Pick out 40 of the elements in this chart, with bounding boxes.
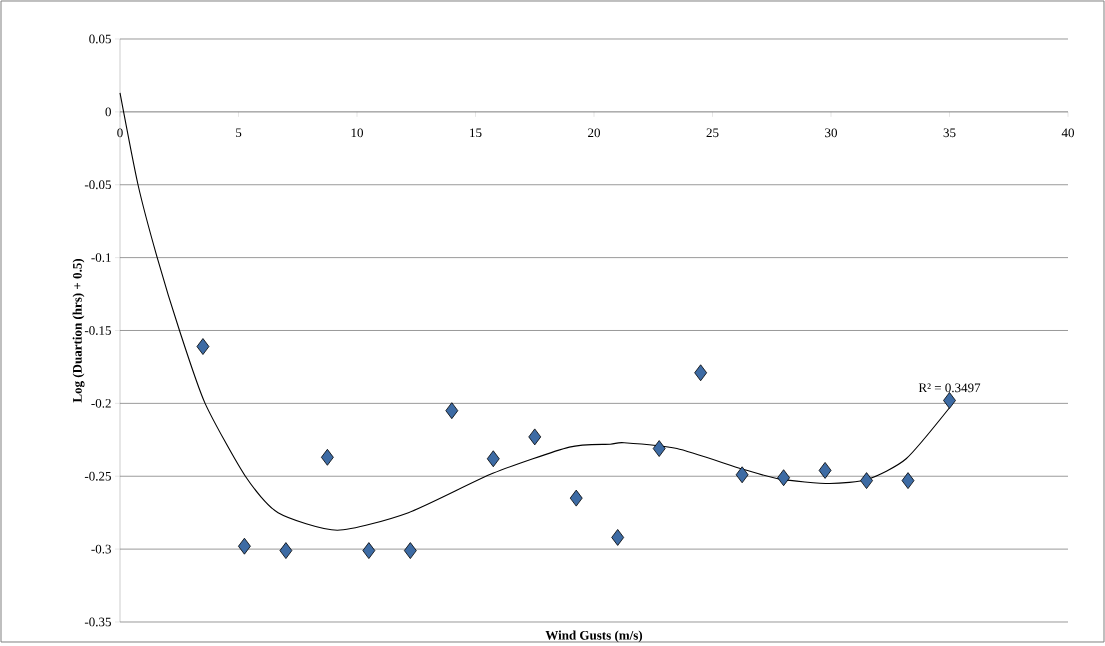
- point: [652, 440, 666, 458]
- x-tick-label: 5: [236, 128, 242, 138]
- x-tick-label: 25: [706, 128, 719, 138]
- y-tick-label: 0: [105, 107, 111, 117]
- x-tick-label: 40: [1061, 128, 1074, 138]
- point: [196, 338, 210, 356]
- point: [943, 392, 956, 410]
- y-tick-label: -0.1: [91, 253, 111, 263]
- x-tick-label: 0: [117, 128, 123, 138]
- point: [362, 542, 376, 560]
- point: [818, 462, 832, 480]
- point: [528, 428, 542, 446]
- point: [735, 466, 749, 484]
- point: [694, 364, 708, 382]
- point: [486, 450, 500, 468]
- y-tick-label: -0.35: [84, 617, 111, 627]
- point: [611, 529, 625, 547]
- x-tick-label: 15: [470, 128, 482, 138]
- point: [901, 472, 915, 490]
- annotation: R² = 0.3497: [918, 383, 981, 393]
- point: [569, 489, 583, 507]
- x-tick-label: 30: [825, 128, 837, 138]
- point: [777, 469, 790, 487]
- point: [403, 542, 417, 560]
- y-tick-label: -0.2: [91, 399, 111, 408]
- y-tick-label: -0.05: [84, 180, 111, 190]
- point: [238, 537, 251, 555]
- point: [320, 449, 334, 466]
- point: [445, 402, 459, 420]
- y-tick-label: 0.05: [89, 34, 111, 44]
- point: [279, 542, 293, 560]
- y-tick-label: -0.25: [84, 472, 111, 481]
- y-axis-title: Log (Duartion (hrs) + 0.5): [72, 259, 85, 403]
- x-tick-label: 20: [588, 128, 600, 138]
- y-tick-label: -0.15: [84, 326, 111, 336]
- x-axis-title: Wind Gusts (m/s): [545, 630, 643, 643]
- x-tick-label: 35: [943, 128, 956, 138]
- y-tick-label: -0.3: [91, 544, 111, 554]
- point: [860, 472, 873, 490]
- x-tick-label: 10: [351, 128, 363, 138]
